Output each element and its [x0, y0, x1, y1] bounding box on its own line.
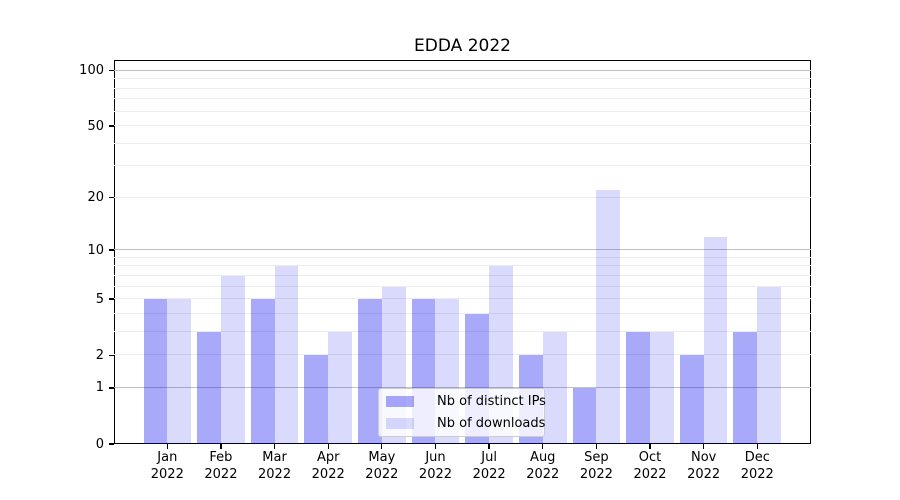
bar-ips-feb [197, 331, 221, 444]
bar-downloads-jan [167, 299, 192, 444]
gridline-major-10 [114, 249, 811, 251]
y-tick-mark-1 [109, 387, 114, 389]
legend: Nb of distinct IPs Nb of downloads [378, 388, 546, 437]
y-tick-mark-5 [109, 298, 114, 300]
gridline-minor-20 [114, 196, 811, 198]
bar-ips-jan [143, 299, 168, 444]
x-tick-label-dec: Dec 2022 [740, 450, 774, 482]
gridline-minor-5 [114, 298, 811, 300]
x-tick-mark-dec [756, 444, 758, 449]
bar-ips-may [358, 299, 382, 444]
gridline-minor-90 [114, 78, 811, 80]
x-tick-mark-aug [542, 444, 544, 449]
gridline-major-1 [114, 386, 811, 388]
gridline-minor-40 [114, 142, 811, 144]
gridline-minor-60 [114, 110, 811, 112]
bar-ips-mar [250, 299, 275, 444]
x-tick-mark-mar [273, 444, 276, 449]
x-tick-label-oct: Oct 2022 [633, 450, 667, 482]
x-tick-label-jan: Jan 2022 [150, 450, 184, 482]
x-tick-label-jul: Jul 2022 [472, 450, 506, 482]
legend-label-downloads: Nb of downloads [437, 416, 546, 431]
y-tick-mark-100 [109, 70, 114, 72]
y-tick-label-100: 100 [79, 63, 104, 79]
x-tick-mark-sep [595, 444, 598, 449]
bar-downloads-feb [220, 275, 245, 444]
x-tick-label-may: May 2022 [365, 450, 399, 482]
gridline-minor-8 [114, 265, 811, 267]
x-tick-mark-jun [434, 444, 437, 449]
x-tick-mark-apr [327, 444, 329, 449]
y-tick-mark-20 [109, 197, 114, 199]
x-tick-mark-may [381, 444, 383, 449]
y-tick-label-10: 10 [87, 242, 104, 258]
chart-title: EDDA 2022 [414, 36, 511, 56]
y-tick-label-50: 50 [87, 118, 104, 134]
bar-downloads-sep [596, 190, 621, 444]
legend-item-distinct-ips: Nb of distinct IPs [386, 394, 546, 410]
x-tick-mark-jan [166, 444, 168, 449]
y-tick-mark-0 [109, 443, 114, 445]
y-tick-mark-2 [109, 354, 114, 356]
y-tick-label-1: 1 [95, 380, 104, 396]
gridline-minor-70 [114, 98, 811, 100]
bar-downloads-nov [703, 236, 728, 444]
bar-ips-apr [304, 355, 329, 444]
x-tick-label-mar: Mar 2022 [258, 450, 292, 482]
y-tick-label-20: 20 [87, 190, 104, 206]
legend-swatch-distinct-ips [386, 396, 414, 407]
bar-ips-sep [572, 387, 597, 444]
gridline-minor-9 [114, 256, 811, 258]
gridline-minor-80 [114, 87, 811, 89]
bar-downloads-oct [650, 331, 674, 444]
gridline-minor-7 [114, 274, 811, 276]
x-tick-mark-jul [488, 444, 490, 449]
gridline-minor-3 [114, 330, 811, 332]
legend-label-distinct-ips: Nb of distinct IPs [437, 394, 546, 409]
gridline-minor-50 [114, 125, 811, 127]
y-tick-label-5: 5 [95, 291, 104, 307]
y-tick-mark-50 [109, 125, 114, 127]
bar-downloads-apr [328, 331, 352, 444]
y-tick-mark-10 [109, 249, 114, 251]
gridline-minor-30 [114, 165, 811, 167]
x-tick-label-aug: Aug 2022 [526, 450, 560, 482]
x-tick-mark-nov [703, 444, 705, 449]
x-tick-label-sep: Sep 2022 [579, 450, 613, 482]
y-tick-label-0: 0 [95, 436, 104, 452]
x-tick-label-apr: Apr 2022 [311, 450, 345, 482]
bar-downloads-mar [274, 266, 299, 444]
gridline-minor-2 [114, 354, 811, 356]
x-tick-label-feb: Feb 2022 [204, 450, 238, 482]
gridline-minor-4 [114, 312, 811, 314]
x-tick-mark-oct [649, 444, 651, 449]
gridline-minor-6 [114, 285, 811, 287]
gridline-major-100 [114, 69, 811, 71]
legend-item-downloads: Nb of downloads [386, 416, 545, 432]
y-tick-label-2: 2 [95, 347, 104, 363]
bar-ips-nov [679, 355, 704, 444]
legend-swatch-downloads [386, 418, 414, 429]
bar-ips-dec [733, 331, 758, 444]
x-tick-mark-feb [220, 444, 222, 449]
plot-area [114, 60, 811, 444]
x-tick-label-jun: Jun 2022 [418, 450, 453, 482]
bar-ips-oct [626, 331, 651, 444]
bar-downloads-dec [757, 286, 782, 444]
x-tick-label-nov: Nov 2022 [687, 450, 721, 482]
bar-downloads-aug [542, 331, 567, 444]
